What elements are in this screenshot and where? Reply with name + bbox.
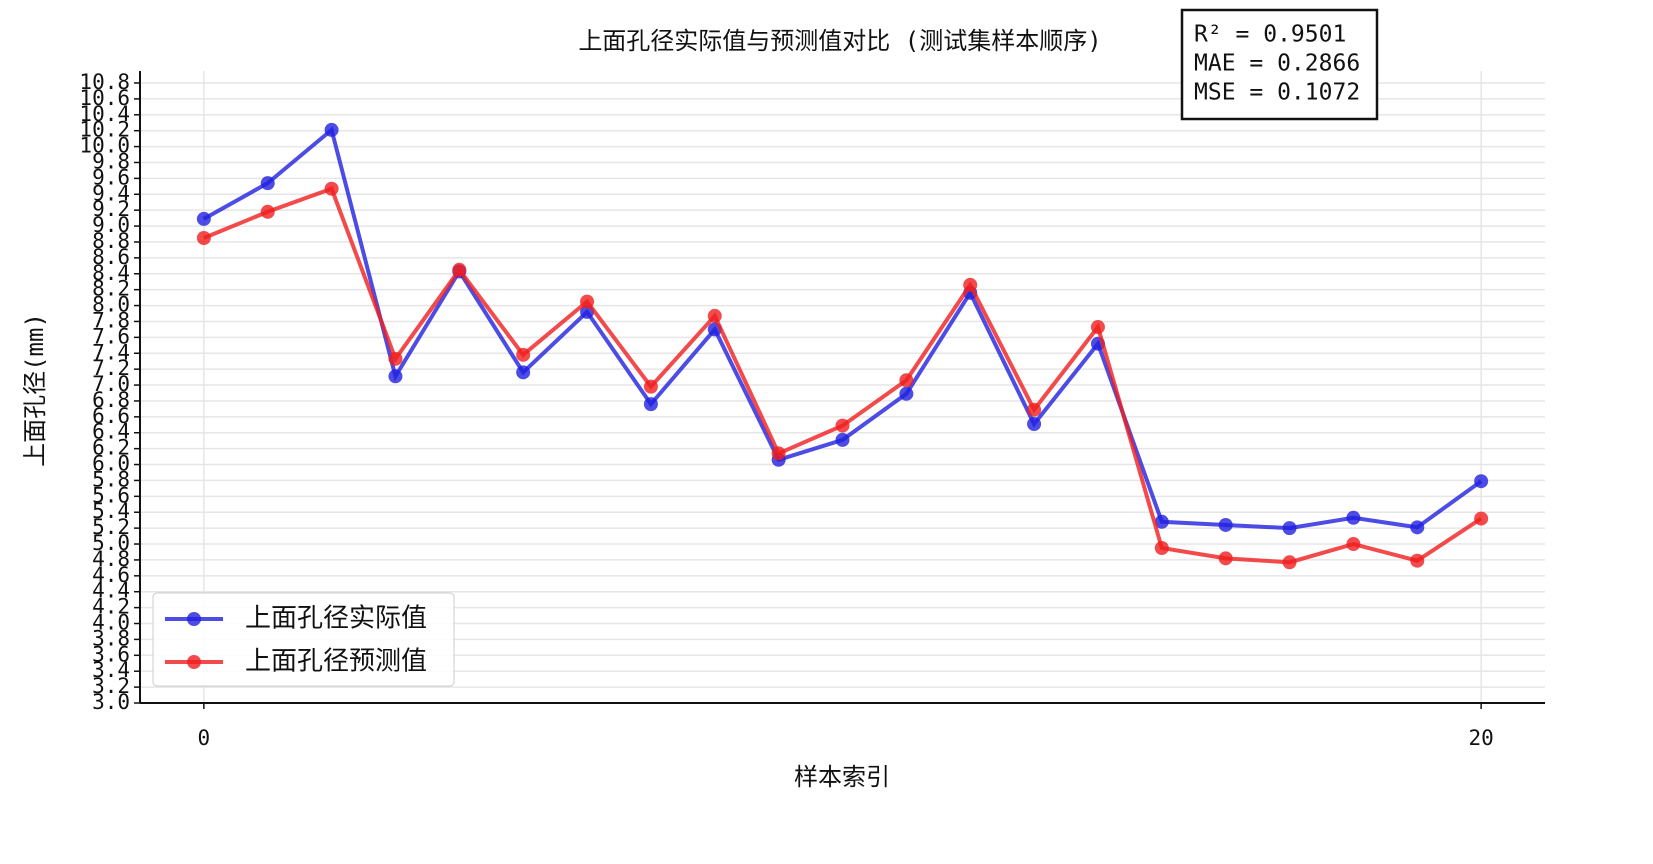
y-tick-label: 6.2 — [92, 436, 130, 460]
y-tick-label: 3.0 — [92, 690, 130, 714]
y-tick-label: 9.6 — [92, 165, 130, 189]
y-tick-label: 10.6 — [79, 86, 130, 110]
chart-title: 上面孔径实际值与预测值对比 (测试集样本顺序) — [578, 27, 1101, 55]
data-point — [580, 294, 595, 309]
y-tick-label: 8.6 — [92, 245, 130, 269]
y-tick-label: 6.6 — [92, 404, 130, 428]
data-point — [643, 397, 658, 412]
legend-marker — [187, 655, 201, 669]
data-point — [707, 308, 722, 323]
y-tick-label: 4.6 — [92, 563, 130, 587]
data-point — [1410, 553, 1425, 568]
data-point — [835, 418, 850, 433]
data-point — [1218, 551, 1233, 566]
y-tick-label: 8.2 — [92, 277, 130, 301]
data-point — [388, 369, 403, 384]
x-tick-label: 20 — [1468, 726, 1493, 750]
y-tick-label: 10.4 — [79, 102, 130, 126]
y-tick-label: 9.0 — [92, 213, 130, 237]
y-tick-label: 4.2 — [92, 595, 130, 619]
legend-label: 上面孔径实际值 — [245, 604, 427, 634]
y-tick-label: 6.8 — [92, 388, 130, 412]
data-point — [963, 277, 978, 292]
data-point — [1027, 402, 1042, 417]
y-tick-label: 6.0 — [92, 452, 130, 476]
data-point — [1154, 541, 1169, 555]
y-tick-label: 9.2 — [92, 197, 130, 221]
data-point — [835, 432, 850, 447]
metrics-box — [1180, 8, 1379, 121]
metrics-text: MSE = 0.1072 — [1194, 80, 1360, 106]
y-tick-label: 3.6 — [92, 642, 130, 666]
data-point — [1218, 517, 1233, 532]
y-tick-label: 10.2 — [79, 118, 130, 142]
legend-marker — [187, 612, 201, 626]
y-tick-label: 7.0 — [92, 372, 130, 396]
y-axis-label: 上面孔径(mm) — [21, 313, 49, 467]
data-point — [260, 204, 275, 219]
data-point — [324, 122, 339, 137]
y-tick-label: 4.8 — [92, 547, 130, 571]
data-point — [1346, 537, 1361, 552]
legend-label: 上面孔径预测值 — [245, 647, 427, 677]
data-point — [516, 365, 531, 380]
metrics-text: R² = 0.9501 — [1194, 22, 1346, 48]
data-point — [643, 379, 658, 394]
data-point — [899, 373, 914, 388]
y-tick-label: 8.0 — [92, 293, 130, 317]
x-axis-label: 样本索引 — [794, 763, 890, 791]
data-point — [1282, 521, 1297, 536]
y-tick-label: 7.2 — [92, 356, 130, 380]
y-tick-label: 5.4 — [92, 499, 130, 523]
data-point — [1090, 320, 1105, 335]
y-tick-label: 8.8 — [92, 229, 130, 253]
y-tick-label: 7.8 — [92, 308, 130, 332]
y-tick-label: 5.8 — [92, 467, 130, 491]
data-point — [260, 176, 275, 191]
data-point — [324, 181, 339, 196]
y-tick-label: 5.0 — [92, 531, 130, 555]
data-point — [1474, 474, 1489, 489]
data-point — [516, 347, 531, 362]
data-point — [899, 386, 914, 401]
y-tick-label: 8.4 — [92, 261, 130, 285]
data-point — [1346, 510, 1361, 525]
y-tick-label: 7.4 — [92, 340, 130, 364]
y-tick-label: 7.6 — [92, 324, 130, 348]
metrics-text: MAE = 0.2866 — [1194, 51, 1360, 77]
y-tick-label: 9.8 — [92, 149, 130, 173]
y-tick-label: 3.2 — [92, 674, 130, 698]
y-tick-label: 3.8 — [92, 626, 130, 650]
data-point — [196, 211, 211, 226]
y-tick-label: 3.4 — [92, 658, 130, 682]
y-tick-label: 10.8 — [79, 70, 130, 94]
x-tick-label: 0 — [198, 726, 211, 750]
y-tick-label: 4.0 — [92, 611, 130, 635]
legend-box — [152, 592, 455, 687]
data-point — [1027, 417, 1042, 431]
y-tick-label: 6.4 — [92, 420, 130, 444]
data-point — [452, 262, 467, 277]
data-point — [1474, 511, 1489, 526]
data-point — [1410, 520, 1425, 535]
data-point — [388, 351, 403, 366]
data-point — [1282, 555, 1297, 570]
data-point — [196, 231, 211, 245]
data-point — [1154, 514, 1169, 529]
series-line — [202, 126, 1483, 531]
y-tick-label: 5.2 — [92, 515, 130, 539]
y-tick-label: 5.6 — [92, 483, 130, 507]
data-point — [771, 446, 786, 461]
y-tick-label: 4.4 — [92, 579, 130, 603]
y-tick-label: 9.4 — [92, 181, 130, 205]
y-tick-label: 10.0 — [79, 134, 130, 158]
